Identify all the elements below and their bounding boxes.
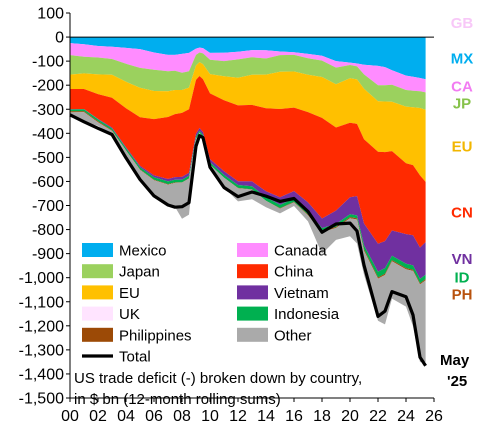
caption-line-2: in $ bn (12-month rolling sums) [74,391,281,408]
x-tick-label: 18 [313,408,331,425]
end-label-mx: MX [451,51,474,68]
total-line [69,113,427,367]
y-tick-label: -900 [32,246,64,263]
y-tick-label: -800 [32,222,64,239]
legend-swatch-mexico [82,243,113,257]
legend-label-total: Total [119,349,151,366]
end-label-gb: GB [451,15,474,32]
y-tick-label: -1,300 [19,342,64,359]
y-tick-label: -1,400 [19,366,64,383]
y-tick-label: -200 [32,78,64,95]
chart-caption: US trade deficit (-) broken down by coun… [74,370,366,408]
legend-label-canada: Canada [274,243,327,260]
legend-label-japan: Japan [119,264,160,281]
x-tick-label: 12 [229,408,247,425]
legend-swatch-philippines [82,327,113,342]
y-tick-label: -300 [32,102,64,119]
y-tick-label: -1,500 [19,391,64,408]
legend-swatch-uk [82,306,113,321]
x-tick-label: 26 [425,408,443,425]
legend-label-uk: UK [119,306,140,323]
y-tick-label: -500 [32,150,64,167]
legend-swatch-china [237,264,268,279]
stacked-areas [70,37,426,363]
end-label-vn: VN [452,251,473,268]
x-tick-label: 16 [285,408,303,425]
end-label-id: ID [455,269,470,286]
end-label-ca: CA [451,78,473,95]
x-tick-label: 04 [117,408,135,425]
end-date-label: May '25 [440,352,473,390]
y-tick-label: 0 [55,30,64,47]
end-label-jp: JP [453,95,471,112]
legend-swatch-indonesia [237,306,268,321]
x-tick-label: 22 [369,408,387,425]
area-eu [70,62,426,182]
x-tick-label: 20 [341,408,359,425]
legend-label-mexico: Mexico [119,243,167,260]
area-japan [70,52,426,110]
x-tick-label: 02 [89,408,107,425]
caption-line-1: US trade deficit (-) broken down by coun… [74,370,362,387]
y-tick-label: 100 [37,6,64,23]
area-canada [70,43,426,93]
end-date-year: '25 [447,373,467,390]
total-line-group [69,113,427,367]
area-mexico [70,37,426,80]
area-china [70,76,426,248]
x-tick-label: 06 [145,408,163,425]
end-label-cn: CN [451,204,473,221]
legend-swatch-eu [82,285,113,300]
end-label-ph: PH [452,286,473,303]
legend-label-other: Other [274,327,312,344]
legend-label-philippines: Philippines [119,327,192,344]
x-tick-label: 00 [61,408,79,425]
x-tick-labels: 00 02 04 06 08 10 12 14 16 18 20 22 24 26 [61,398,443,425]
y-tick-label: -1,000 [19,270,64,287]
legend-swatch-canada [237,243,268,257]
x-tick-label: 24 [397,408,415,425]
legend-label-china: China [274,264,314,281]
legend: Mexico Canada Japan China EU Vietnam UK Indones… [82,243,340,366]
legend-label-indonesia: Indonesia [274,306,340,323]
y-tick-labels: 100 0 -100 -200 -300 -400 -500 -600 -700 -800 -900… [19,6,70,408]
x-tick-label: 14 [257,408,275,425]
y-tick-label: -1,100 [19,294,64,311]
y-tick-label: -100 [32,54,64,71]
legend-swatch-other [237,327,268,342]
y-tick-label: -600 [32,174,64,191]
legend-swatch-japan [82,264,113,279]
y-tick-label: -400 [32,126,64,143]
legend-label-vietnam: Vietnam [274,285,329,302]
area-other [70,112,426,363]
legend-label-eu: EU [119,285,140,302]
x-tick-label: 08 [173,408,191,425]
y-tick-label: -700 [32,198,64,215]
legend-swatch-vietnam [237,285,268,300]
end-date-month: May [440,352,470,369]
x-tick-label: 10 [201,408,219,425]
y-tick-label: -1,200 [19,318,64,335]
end-label-eu: EU [452,138,473,155]
